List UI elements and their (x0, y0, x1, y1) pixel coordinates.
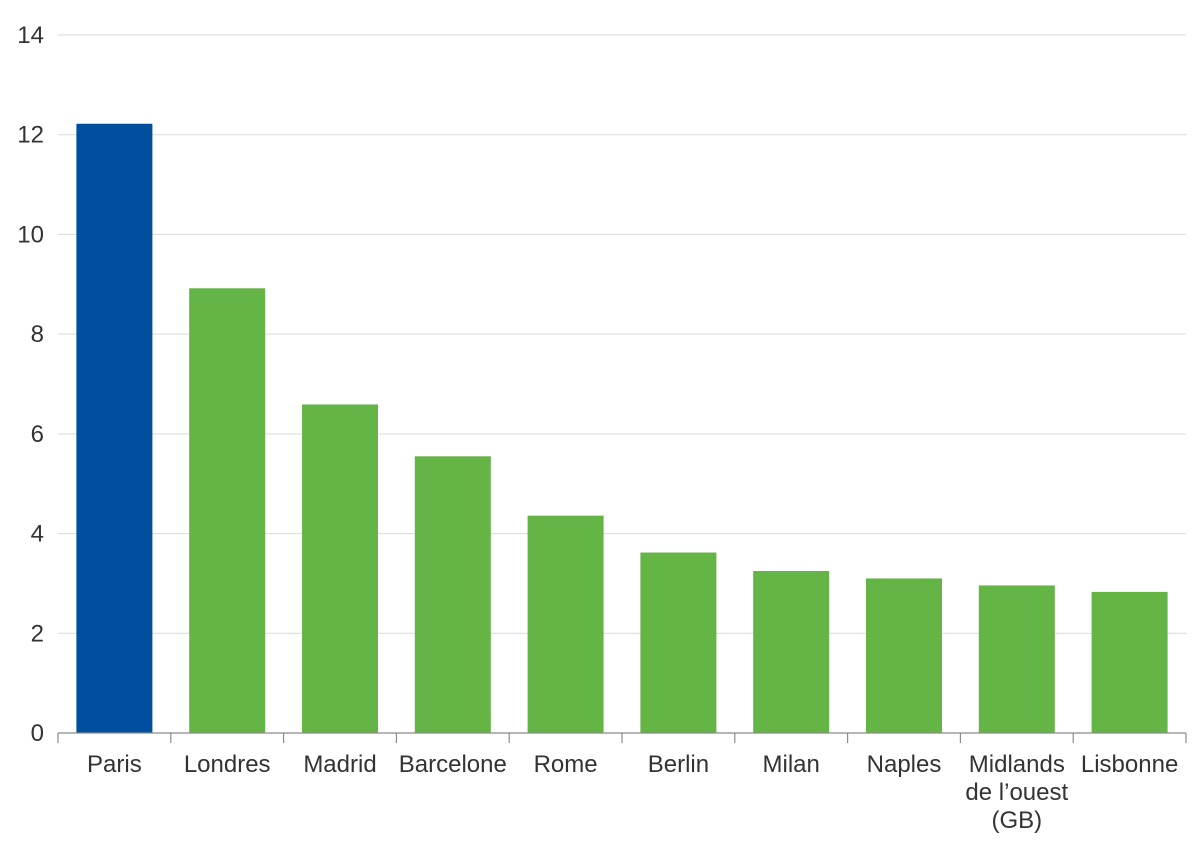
x-tick-label-7: Milan (763, 751, 820, 778)
y-tick-label-0: 0 (31, 720, 44, 747)
x-axis-tick-labels: Paris Londres Madrid Barcelone Rome Berlin Mil… (87, 751, 1178, 834)
x-tick-label-4: Barcelone (399, 751, 507, 778)
x-tick-label-2: Londres (184, 751, 271, 778)
bar-1 (76, 123, 153, 733)
bar-7 (753, 570, 830, 733)
y-tick-label-10: 10 (17, 221, 44, 248)
x-tick-label-3: Madrid (303, 751, 376, 778)
x-tick-label-9: Midlands de l’ouest (GB) (965, 751, 1068, 834)
y-tick-label-8: 8 (31, 321, 44, 348)
x-tick-label-1: Paris (87, 751, 142, 778)
x-tick-label-6: Berlin (648, 751, 709, 778)
y-tick-label-6: 6 (31, 421, 44, 448)
bar-3 (302, 404, 378, 733)
y-tick-label-12: 12 (17, 122, 44, 149)
bar-4 (414, 456, 491, 733)
bar-8 (866, 578, 942, 733)
bar-2 (189, 288, 266, 733)
x-tick-label-5: Rome (534, 751, 598, 778)
bars (76, 123, 1168, 733)
x-tick-label-8: Naples (867, 751, 942, 778)
y-tick-label-14: 14 (17, 22, 44, 49)
bar-10 (1091, 591, 1168, 733)
y-tick-label-4: 4 (31, 521, 44, 548)
x-tick-label-10: Lisbonne (1081, 751, 1178, 778)
bar-5 (527, 515, 604, 733)
y-tick-label-2: 2 (31, 620, 44, 647)
bar-6 (640, 552, 717, 733)
y-axis-tick-labels: 0 2 4 6 8 10 12 14 (17, 22, 44, 747)
x-axis (57, 732, 1187, 743)
bar-9 (978, 585, 1055, 733)
